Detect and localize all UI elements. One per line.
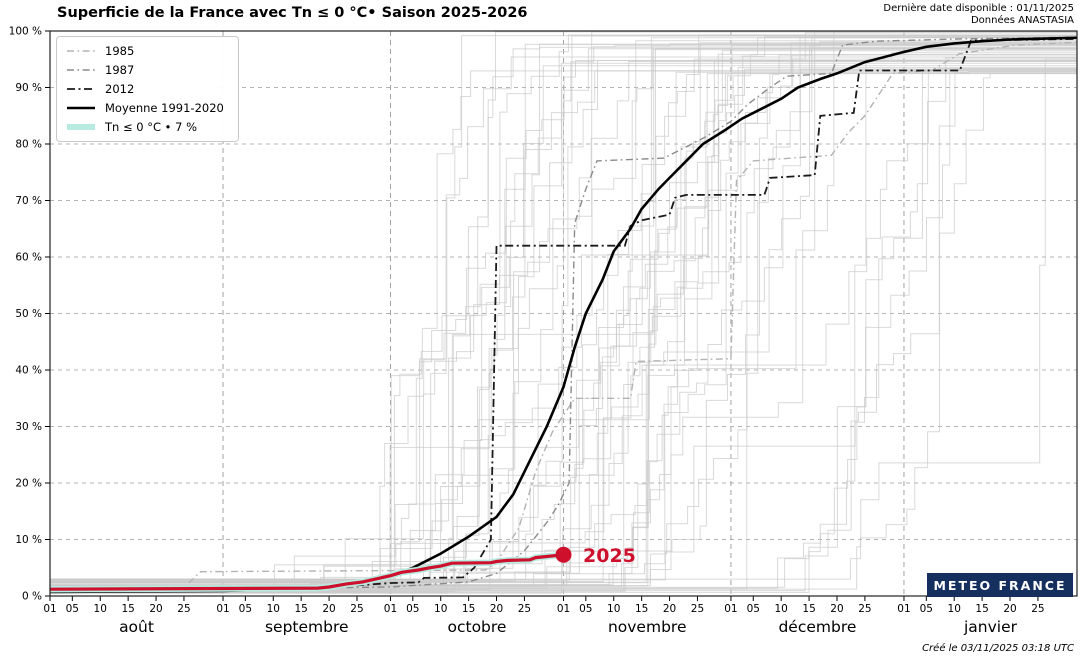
- y-tick-label: 10 %: [15, 534, 42, 546]
- month-label-novembre: novembre: [608, 618, 687, 636]
- x-tick-label: 01: [216, 603, 229, 615]
- x-tick-label: 15: [462, 603, 475, 615]
- current-season-label: 2025: [583, 545, 636, 567]
- plot-frame: [49, 30, 1078, 597]
- x-tick-label: 25: [518, 603, 531, 615]
- x-tick-label: 10: [607, 603, 620, 615]
- y-tick-label: 0 %: [22, 591, 42, 603]
- y-tick-label: 20 %: [15, 478, 42, 490]
- series-moyenne-1991-2020: [50, 36, 1077, 594]
- legend-line-sample: [67, 106, 95, 110]
- x-tick-label: 01: [384, 603, 397, 615]
- x-tick-label: 20: [490, 603, 503, 615]
- y-tick-label: 70 %: [15, 195, 42, 207]
- x-tick-label: 25: [858, 603, 871, 615]
- x-tick-label: 01: [557, 603, 570, 615]
- x-tick-label: 20: [1003, 603, 1016, 615]
- month-label-août: août: [119, 618, 154, 636]
- legend-item-0: 1985: [65, 43, 224, 59]
- legend-label: 2012: [105, 82, 135, 96]
- month-label-octobre: octobre: [447, 618, 506, 636]
- x-tick-label: 01: [897, 603, 910, 615]
- x-tick-label: 01: [724, 603, 737, 615]
- legend-label: Tn ≤ 0 °C • 7 %: [105, 120, 198, 134]
- y-tick-label: 100 %: [9, 26, 42, 38]
- month-label-décembre: décembre: [778, 618, 856, 636]
- x-tick-label: 05: [920, 603, 933, 615]
- series-2012: [50, 38, 1077, 592]
- x-tick-label: 10: [267, 603, 280, 615]
- x-tick-label: 20: [663, 603, 676, 615]
- creation-timestamp: Créé le 03/11/2025 03:18 UTC: [922, 643, 1074, 654]
- x-tick-label: 10: [434, 603, 447, 615]
- x-tick-label: 10: [94, 603, 107, 615]
- series-2025: [50, 553, 564, 591]
- x-tick-label: 05: [239, 603, 252, 615]
- legend-item-2: 2012: [65, 81, 224, 97]
- legend-item-3: Moyenne 1991-2020: [65, 100, 224, 116]
- x-tick-label: 10: [948, 603, 961, 615]
- x-tick-label: 05: [579, 603, 592, 615]
- x-tick-label: 01: [43, 603, 56, 615]
- x-tick-label: 05: [66, 603, 79, 615]
- y-tick-label: 80 %: [15, 139, 42, 151]
- series-lines: [50, 36, 1077, 594]
- legend-item-1: 1987: [65, 62, 224, 78]
- legend-line-sample: [67, 88, 95, 90]
- data-source: Données ANASTASIA: [970, 14, 1074, 26]
- chart-legend: 1985 1987 2012 Moyenne 1991-2020 Tn ≤ 0 °C •…: [56, 36, 239, 142]
- x-tick-label: 05: [406, 603, 419, 615]
- legend-line-sample: [67, 69, 95, 71]
- y-tick-label: 60 %: [15, 252, 42, 264]
- last-date-available: Dernière date disponible : 01/11/2025: [883, 3, 1074, 14]
- month-label-janvier: janvier: [963, 618, 1018, 636]
- axes: 0 % 10 % 20 % 30 % 40 % 50 % 60 % 70 % 80 % 90 % 1…: [9, 26, 1045, 637]
- x-tick-label: 15: [975, 603, 988, 615]
- x-tick-label: 15: [294, 603, 307, 615]
- legend-label: 1987: [105, 63, 135, 77]
- legend-label: 1985: [105, 44, 135, 58]
- meteo-france-logo: METEO FRANCE: [927, 573, 1073, 597]
- x-tick-label: 20: [830, 603, 843, 615]
- legend-item-4: Tn ≤ 0 °C • 7 %: [65, 119, 224, 135]
- x-tick-label: 15: [635, 603, 648, 615]
- x-tick-label: 15: [121, 603, 134, 615]
- x-tick-label: 15: [802, 603, 815, 615]
- x-tick-label: 20: [322, 603, 335, 615]
- current-point-marker: [555, 546, 572, 563]
- data-availability-note: Dernière date disponible : 01/11/2025 Do…: [883, 3, 1074, 26]
- y-tick-label: 30 %: [15, 421, 42, 433]
- month-label-septembre: septembre: [265, 618, 349, 636]
- y-tick-label: 40 %: [15, 365, 42, 377]
- legend-line-sample: [67, 50, 95, 52]
- page-title: Superficie de la France avec Tn ≤ 0 °C• …: [57, 5, 528, 21]
- y-tick-label: 50 %: [15, 308, 42, 320]
- legend-line-sample: [67, 124, 95, 130]
- x-tick-label: 25: [1031, 603, 1044, 615]
- x-tick-label: 20: [149, 603, 162, 615]
- x-tick-label: 25: [691, 603, 704, 615]
- x-tick-label: 25: [350, 603, 363, 615]
- y-tick-label: 90 %: [15, 82, 42, 94]
- x-tick-label: 25: [177, 603, 190, 615]
- x-tick-label: 10: [774, 603, 787, 615]
- x-tick-label: 05: [747, 603, 760, 615]
- legend-label: Moyenne 1991-2020: [105, 101, 224, 115]
